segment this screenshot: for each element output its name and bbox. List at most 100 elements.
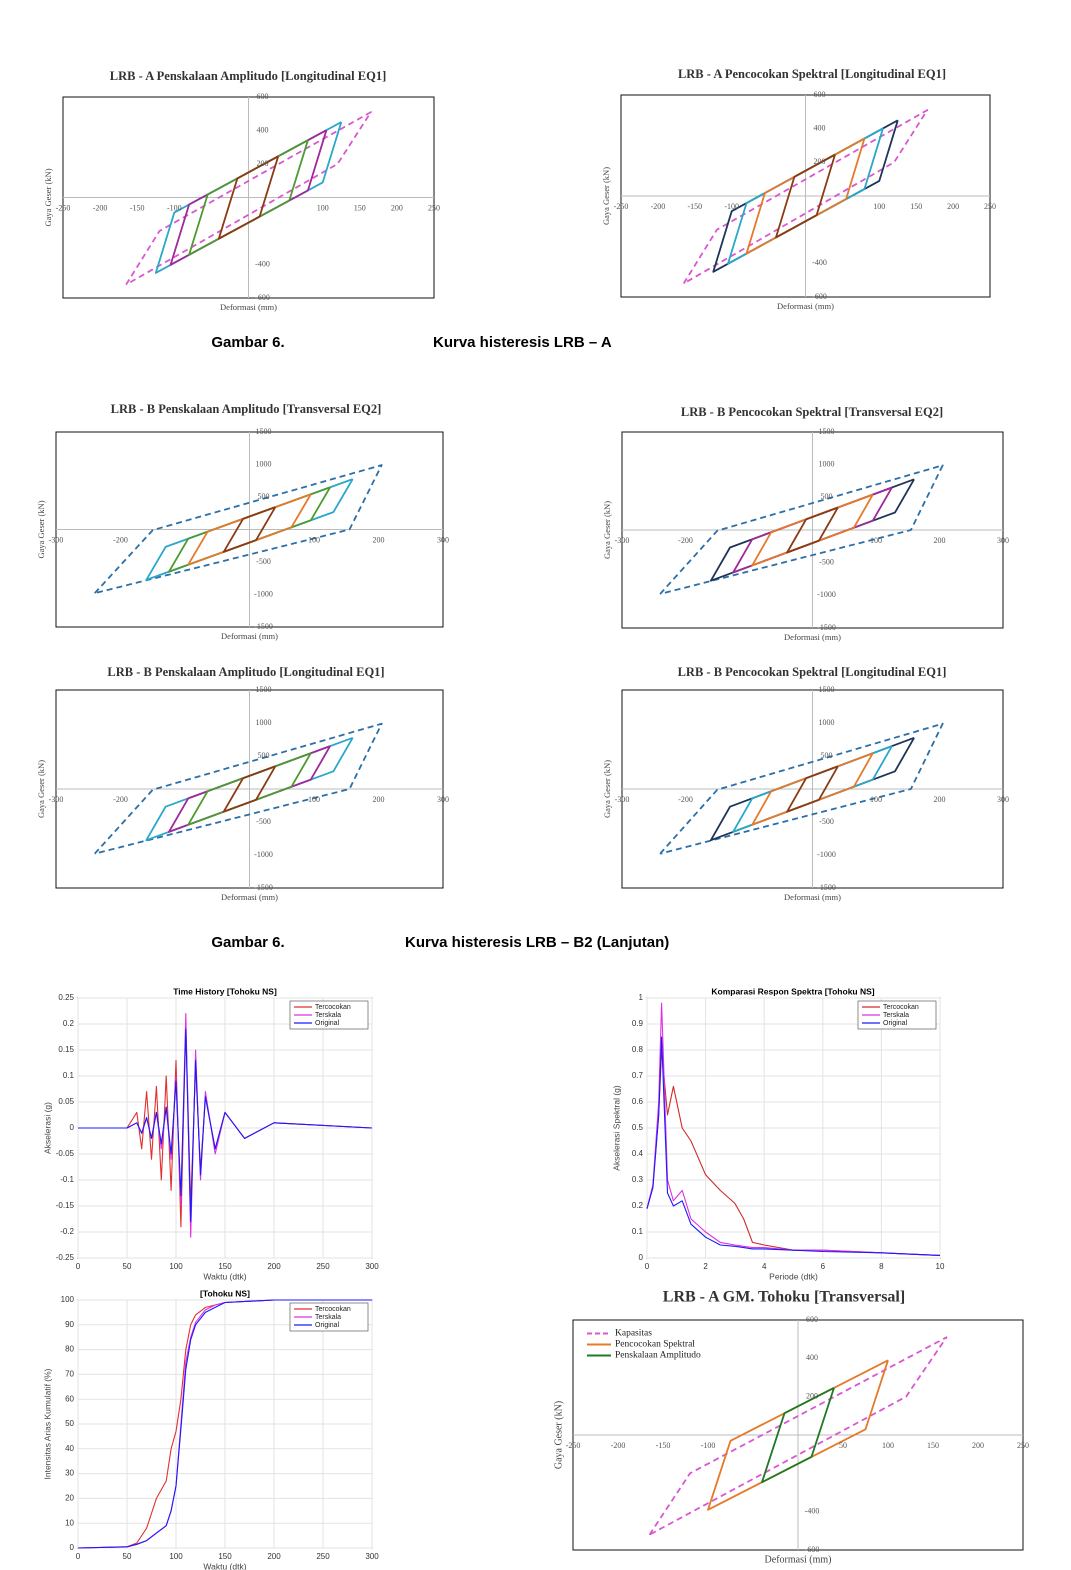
y-tick-label: 1000 (256, 459, 272, 468)
y-tick-label: 0.8 (632, 1045, 644, 1054)
x-tick-label: 300 (365, 1552, 379, 1561)
y-tick-label: -400 (812, 258, 827, 267)
series-line (761, 1386, 835, 1484)
y-tick-label: -1000 (817, 850, 836, 859)
caption-text: Kurva histeresis LRB – A (433, 334, 612, 351)
x-tick-label: -200 (611, 1441, 626, 1450)
y-tick-label: 0 (639, 1253, 644, 1262)
y-tick-label: 10 (65, 1518, 74, 1527)
x-tick-label: 200 (373, 535, 385, 544)
x-tick-label: 50 (123, 1552, 132, 1561)
legend-label: Original (883, 1020, 908, 1027)
x-tick-label: 100 (870, 536, 882, 545)
x-tick-label: 250 (1017, 1441, 1029, 1450)
x-axis-label: Deformasi (mm) (221, 631, 278, 641)
y-tick-label: 90 (65, 1320, 74, 1329)
x-tick-label: 100 (308, 535, 320, 544)
y-tick-label: 100 (61, 1295, 75, 1304)
series-line (94, 722, 383, 855)
x-axis-label: Periode (dtk) (769, 1271, 818, 1281)
caption-label: Gambar 6. (211, 934, 284, 951)
y-tick-label: -1000 (817, 590, 836, 599)
x-tick-label: 150 (218, 1262, 232, 1271)
x-tick-label: -150 (687, 202, 702, 211)
y-tick-label: 600 (257, 92, 269, 101)
x-tick-label: 300 (997, 536, 1009, 545)
x-tick-label: -300 (615, 536, 630, 545)
series-line (707, 1359, 889, 1511)
x-tick-label: 0 (76, 1262, 81, 1271)
series-line (786, 506, 839, 554)
chart-title: LRB - A Pencocokan Spektral [Longitudina… (678, 67, 946, 81)
y-tick-label: 0.7 (632, 1071, 644, 1080)
y-axis-label: Gaya Geser (kN) (36, 760, 46, 818)
chart-title: LRB - B Penskalaan Amplitudo [Transversa… (111, 402, 382, 416)
y-tick-label: 0 (70, 1543, 75, 1552)
x-tick-label: 0 (76, 1552, 81, 1561)
series-line (775, 153, 836, 239)
y-tick-label: 0.2 (632, 1201, 644, 1210)
chart-title: Komparasi Respon Spektra [Tohoku NS] (711, 986, 874, 996)
caption-text: Kurva histeresis LRB – B2 (Lanjutan) (405, 934, 669, 951)
x-tick-label: 150 (927, 1441, 939, 1450)
series-line (659, 722, 944, 855)
chart-title: LRB - B Pencocokan Spektral [Longitudina… (678, 665, 947, 679)
y-axis-label: Akselerasi (g) (42, 1102, 52, 1154)
y-tick-label: 1000 (819, 459, 835, 468)
x-tick-label: 4 (762, 1262, 767, 1271)
y-tick-label: -500 (819, 557, 834, 566)
series-line (77, 1299, 372, 1549)
y-tick-label: 400 (257, 125, 269, 134)
x-tick-label: 8 (879, 1262, 884, 1271)
x-tick-label: 150 (910, 202, 922, 211)
y-tick-label: -600 (812, 292, 827, 301)
x-tick-label: 300 (437, 535, 449, 544)
x-axis-label: Waktu (dtk) (203, 1271, 246, 1281)
y-tick-label: -600 (255, 293, 270, 302)
x-tick-label: -300 (49, 535, 64, 544)
x-tick-label: 300 (365, 1262, 379, 1271)
series-line (217, 155, 280, 240)
y-tick-label: 80 (65, 1345, 74, 1354)
x-tick-label: -250 (566, 1441, 581, 1450)
x-tick-label: 150 (354, 203, 366, 212)
y-tick-label: 0.9 (632, 1019, 644, 1028)
y-tick-label: 200 (257, 159, 269, 168)
x-tick-label: 300 (437, 795, 449, 804)
y-tick-label: 1500 (256, 427, 272, 436)
series-line (78, 1028, 373, 1223)
chart-title: LRB - B Pencocokan Spektral [Transversal… (681, 405, 943, 419)
x-tick-label: 100 (308, 795, 320, 804)
y-tick-label: 0.2 (63, 1019, 75, 1028)
x-tick-label: 250 (316, 1552, 330, 1561)
series-line (94, 464, 383, 595)
chart-title: LRB - A Penskalaan Amplitudo [Longitudin… (110, 69, 386, 83)
series-line (222, 506, 277, 553)
legend-label: Terskala (883, 1012, 909, 1019)
y-axis-label: Gaya Geser (kN) (601, 167, 611, 225)
x-tick-label: 200 (934, 795, 946, 804)
y-tick-label: -0.2 (60, 1227, 74, 1236)
series-line (682, 109, 929, 285)
legend-label: Original (315, 1322, 340, 1329)
y-tick-label: 0.1 (632, 1227, 644, 1236)
x-axis-label: Deformasi (mm) (777, 301, 834, 311)
x-tick-label: -300 (49, 795, 64, 804)
y-tick-label: 70 (65, 1370, 74, 1379)
x-axis-label: Deformasi (mm) (784, 892, 841, 902)
y-tick-label: 0.6 (632, 1097, 644, 1106)
x-tick-label: -100 (167, 203, 182, 212)
x-tick-label: 250 (428, 203, 440, 212)
legend-label: Terskala (315, 1314, 341, 1321)
y-tick-label: 200 (806, 1391, 818, 1400)
y-tick-label: 1000 (819, 718, 835, 727)
y-tick-label: 0.25 (58, 993, 74, 1002)
x-tick-label: 200 (972, 1441, 984, 1450)
x-tick-label: 200 (267, 1552, 281, 1561)
x-tick-label: -200 (678, 536, 693, 545)
y-tick-label: 0.15 (58, 1045, 74, 1054)
y-tick-label: -1500 (254, 883, 273, 892)
x-tick-label: -200 (113, 795, 128, 804)
series-line (222, 765, 277, 813)
